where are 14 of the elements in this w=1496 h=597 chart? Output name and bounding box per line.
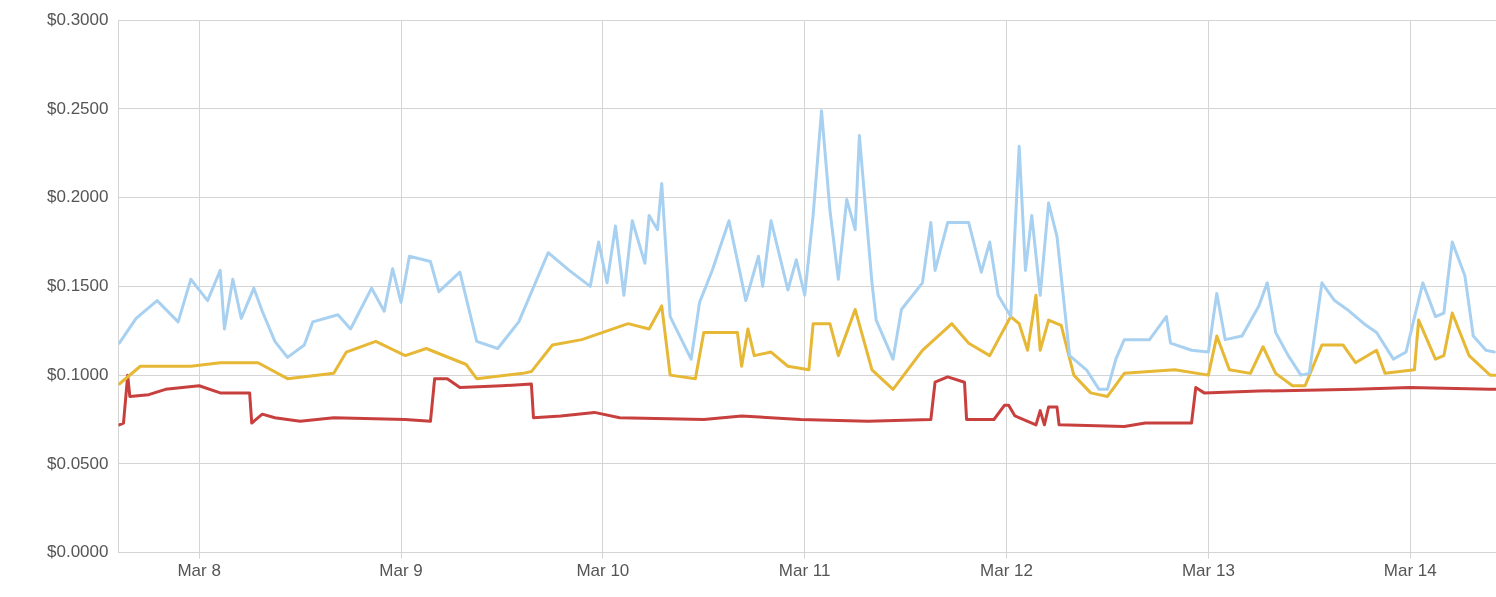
x-tick-label: Mar 11 bbox=[778, 561, 831, 581]
y-tick-label: $0.2000 bbox=[47, 187, 109, 207]
y-tick-label: $0.0000 bbox=[47, 542, 109, 562]
x-tick-label: Mar 8 bbox=[177, 561, 221, 581]
x-tick-label: Mar 10 bbox=[576, 561, 630, 581]
x-tick-label: Mar 12 bbox=[980, 561, 1033, 581]
y-tick-label: $0.2500 bbox=[47, 98, 109, 118]
y-tick-label: $0.1500 bbox=[47, 276, 109, 296]
x-tick-label: Mar 13 bbox=[1181, 561, 1235, 581]
y-tick-label: $0.3000 bbox=[47, 9, 109, 29]
y-tick-label: $0.1000 bbox=[47, 364, 109, 384]
x-tick-label: Mar 14 bbox=[1383, 561, 1437, 581]
x-tick-label: Mar 9 bbox=[379, 561, 423, 581]
y-tick-label: $0.0500 bbox=[47, 453, 109, 473]
